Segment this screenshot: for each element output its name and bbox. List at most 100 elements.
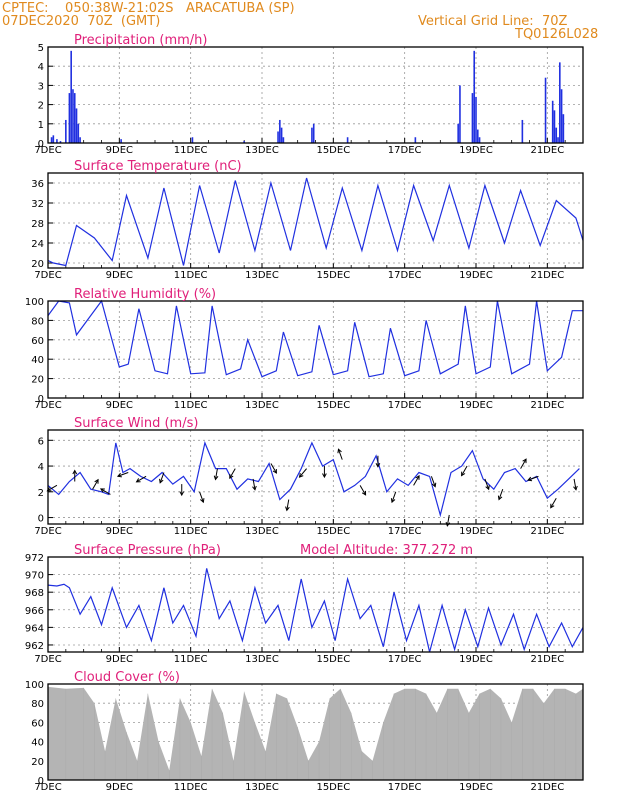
panel-frame — [47, 300, 584, 399]
y-tick-label: 100 — [25, 297, 44, 308]
y-tick-label: 6 — [38, 436, 44, 447]
panel-0: 7DEC 9DEC 11DEC 13DEC 15DEC 17DEC 19DEC 21DEC 0 1… — [34, 33, 584, 156]
y-tick-label: 4 — [38, 462, 44, 473]
model-code: TQ0126L028 — [515, 27, 599, 42]
precip-bar — [544, 77, 547, 143]
x-tick-label: 13DEC — [245, 654, 279, 665]
x-tick-label: 11DEC — [174, 782, 208, 793]
x-tick-label: 17DEC — [388, 270, 422, 281]
precip-bar — [551, 100, 554, 143]
series-line — [47, 177, 584, 267]
wind-arrow-head — [497, 495, 503, 501]
wind-arrow — [550, 497, 557, 509]
y-tick-label: 0 — [38, 514, 44, 525]
precip-bar — [555, 127, 558, 143]
precip-bar — [65, 119, 67, 143]
x-tick-label: 21DEC — [530, 270, 564, 281]
wind-arrow — [159, 472, 165, 484]
y-tick-label: 5 — [38, 43, 44, 54]
x-tick-label: 17DEC — [388, 526, 422, 537]
x-tick-label: 19DEC — [459, 400, 493, 411]
x-tick-label: 7DEC — [34, 782, 61, 793]
station-header: CPTEC: 050:38W-21:02S ARACATUBA (SP) — [2, 1, 295, 16]
y-tick-label: 2 — [38, 488, 44, 499]
wind-arrow-head — [179, 491, 185, 497]
precip-bar — [473, 50, 476, 144]
x-tick-label: 11DEC — [174, 270, 208, 281]
wind-arrow-head — [522, 458, 527, 464]
y-tick-label: 966 — [25, 606, 44, 617]
x-tick-label: 9DEC — [106, 526, 133, 537]
x-tick-label: 13DEC — [245, 145, 279, 156]
x-tick-label: 9DEC — [106, 145, 133, 156]
precip-bar — [50, 137, 53, 143]
panel-title: Cloud Cover (%) — [74, 670, 180, 685]
y-tick-label: 962 — [25, 641, 44, 652]
precip-bar — [72, 89, 74, 143]
wind-arrow-head — [99, 488, 105, 493]
wind-arrow-head — [285, 506, 290, 512]
precip-bar — [56, 139, 58, 143]
wind-arrow-head — [252, 485, 257, 491]
y-tick-label: 40 — [31, 355, 44, 366]
panel-frame — [47, 683, 584, 781]
y-tick-label: 972 — [25, 553, 44, 564]
x-tick-label: 7DEC — [34, 145, 61, 156]
wind-arrow-head — [298, 473, 304, 478]
precip-bar — [346, 137, 349, 143]
precip-bar — [68, 93, 71, 143]
x-tick-label: 17DEC — [388, 400, 422, 411]
y-tick-label: 1 — [38, 120, 44, 131]
x-tick-label: 15DEC — [316, 654, 350, 665]
x-tick-label: 9DEC — [106, 782, 133, 793]
y-tick-label: 964 — [25, 623, 44, 634]
wind-arrow — [117, 472, 129, 477]
x-tick-label: 11DEC — [174, 400, 208, 411]
panel-5: 7DEC 9DEC 11DEC 13DEC 15DEC 17DEC 19DEC 21DEC 0 2… — [25, 670, 584, 793]
wind-arrow — [252, 478, 256, 490]
wind-arrow — [498, 489, 504, 500]
y-tick-label: 36 — [31, 179, 44, 190]
series-line — [47, 440, 580, 518]
wind-arrow-head — [485, 485, 490, 491]
x-tick-label: 15DEC — [316, 526, 350, 537]
wind-arrow — [573, 478, 577, 490]
panel-frame — [47, 172, 584, 269]
x-tick-label: 17DEC — [388, 654, 422, 665]
x-tick-label: 9DEC — [106, 654, 133, 665]
y-tick-label: 28 — [31, 219, 44, 230]
precip-bar — [75, 108, 78, 143]
grid-line-note: Vertical Grid Line: 70Z — [418, 14, 568, 29]
wind-arrow — [461, 465, 468, 476]
wind-arrow — [215, 468, 218, 480]
x-tick-label: 7DEC — [34, 654, 61, 665]
panel-annotation: Model Altitude: 377.272 m — [300, 543, 473, 558]
precip-bar — [277, 131, 279, 143]
wind-arrow — [286, 499, 290, 511]
run-date: 07DEC2020 70Z (GMT) — [2, 14, 161, 29]
wind-arrow — [391, 491, 397, 503]
wind-arrow-head — [272, 468, 277, 474]
x-tick-label: 19DEC — [459, 145, 493, 156]
precip-bar — [478, 137, 481, 143]
y-tick-label: 968 — [25, 588, 44, 599]
y-tick-label: 80 — [31, 316, 44, 327]
x-tick-label: 13DEC — [245, 270, 279, 281]
wind-arrow — [527, 475, 539, 481]
wind-arrow — [100, 488, 111, 495]
x-tick-label: 15DEC — [316, 782, 350, 793]
precip-bar — [312, 123, 315, 143]
wind-arrow-head — [573, 485, 578, 491]
y-tick-label: 32 — [31, 199, 44, 210]
wind-arrow — [338, 449, 343, 460]
wind-arrow-head — [94, 478, 99, 484]
precip-bar — [475, 96, 477, 143]
wind-arrow-head — [322, 473, 327, 479]
chart-header: CPTEC: 050:38W-21:02S ARACATUBA (SP) 07D… — [0, 0, 618, 48]
panel-title: Relative Humidity (%) — [74, 287, 216, 302]
precip-bar — [79, 137, 81, 143]
wind-arrow — [413, 475, 420, 486]
wind-arrow-head — [135, 478, 141, 483]
precip-bar — [414, 137, 417, 143]
